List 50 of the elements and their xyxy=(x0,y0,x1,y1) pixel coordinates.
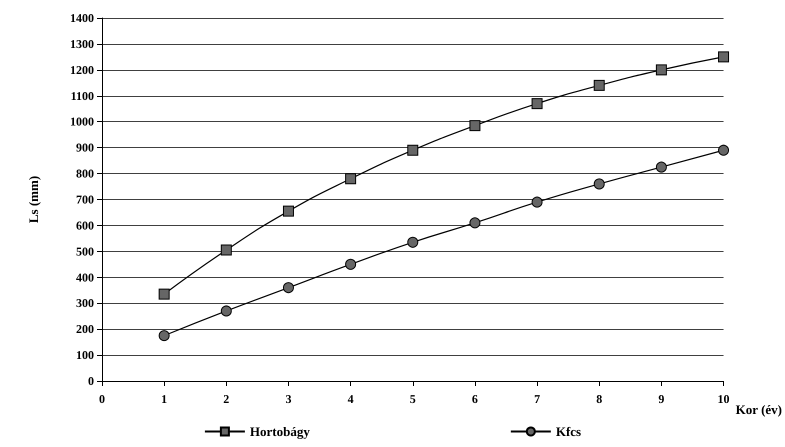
y-tick-label: 1100 xyxy=(70,88,94,103)
y-tick-label: 1300 xyxy=(70,36,94,51)
x-tick-label: 2 xyxy=(223,392,230,406)
point xyxy=(656,64,667,76)
point xyxy=(158,288,170,300)
y-tick-label: 900 xyxy=(76,140,94,155)
y-tick-label: 200 xyxy=(76,322,94,336)
x-tick-label: 6 xyxy=(472,392,478,406)
point xyxy=(282,282,294,294)
legend-label: Kfcs xyxy=(556,424,582,439)
y-tick-label: 400 xyxy=(76,270,94,284)
x-tick-label: 10 xyxy=(718,392,730,406)
point xyxy=(594,178,605,190)
y-tick-label: 500 xyxy=(76,244,94,258)
x-tick-label: 0 xyxy=(99,392,105,406)
y-tick-label: 1400 xyxy=(70,11,94,25)
y-tick-label: 600 xyxy=(76,218,94,232)
x-tick-label: 3 xyxy=(285,392,292,406)
x-tick-label: 4 xyxy=(348,392,354,406)
y-tick-label: 100 xyxy=(76,348,94,362)
y-tick-label: 1000 xyxy=(70,114,94,129)
y-tick-label: 0 xyxy=(88,374,94,388)
point xyxy=(532,98,543,110)
x-tick-label: 9 xyxy=(658,392,664,406)
point xyxy=(407,144,418,156)
legend-label: Hortobágy xyxy=(250,424,310,439)
y-tick-label: 800 xyxy=(76,166,94,181)
point xyxy=(407,236,418,248)
point xyxy=(469,217,480,228)
y-tick-label: 1200 xyxy=(70,62,94,77)
y-tick-label: 300 xyxy=(76,296,94,310)
point xyxy=(532,196,543,208)
x-tick-label: 8 xyxy=(596,392,602,406)
point xyxy=(220,305,232,316)
y-axis-title: Ls (mm) xyxy=(26,176,41,224)
point xyxy=(220,244,232,256)
x-tick-label: 5 xyxy=(410,392,416,406)
point xyxy=(718,144,730,156)
x-tick-label: 7 xyxy=(534,392,540,406)
point xyxy=(282,206,294,217)
point xyxy=(656,162,667,173)
point xyxy=(469,120,480,132)
point xyxy=(718,51,730,62)
point xyxy=(345,258,356,270)
x-axis-title: Kor (év) xyxy=(736,402,782,417)
point xyxy=(345,173,356,184)
point xyxy=(158,330,170,342)
point xyxy=(594,80,605,91)
y-tick-label: 700 xyxy=(76,192,94,206)
x-tick-label: 1 xyxy=(161,392,168,406)
